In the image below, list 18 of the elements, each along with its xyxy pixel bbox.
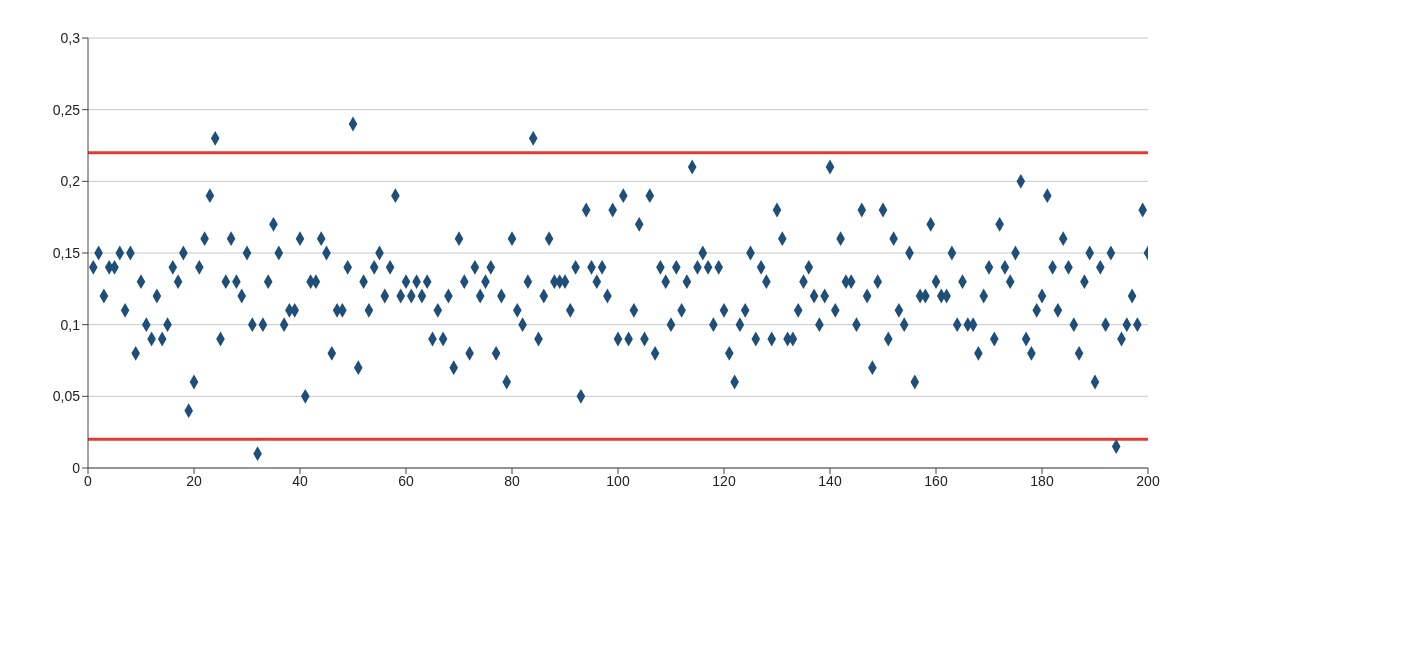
x-tick-label: 160 — [924, 472, 948, 489]
x-tick-label: 100 — [606, 472, 630, 489]
x-tick-label: 200 — [1136, 472, 1160, 489]
y-tick-label: 0,3 — [60, 29, 81, 46]
x-tick-label: 180 — [1030, 472, 1054, 489]
y-tick-label: 0 — [72, 459, 81, 476]
y-tick-label: 0,1 — [60, 316, 81, 333]
y-tick-label: 0,25 — [52, 101, 81, 118]
x-tick-label: 40 — [292, 472, 308, 489]
y-tick-label: 0,05 — [52, 388, 81, 405]
x-tick-label: 80 — [504, 472, 520, 489]
x-tick-label: 120 — [712, 472, 736, 489]
x-tick-label: 0 — [84, 472, 93, 489]
x-tick-label: 140 — [818, 472, 842, 489]
y-tick-label: 0,2 — [60, 173, 81, 190]
x-tick-label: 20 — [186, 472, 202, 489]
y-tick-label: 0,15 — [52, 244, 81, 261]
x-tick-label: 60 — [398, 472, 414, 489]
